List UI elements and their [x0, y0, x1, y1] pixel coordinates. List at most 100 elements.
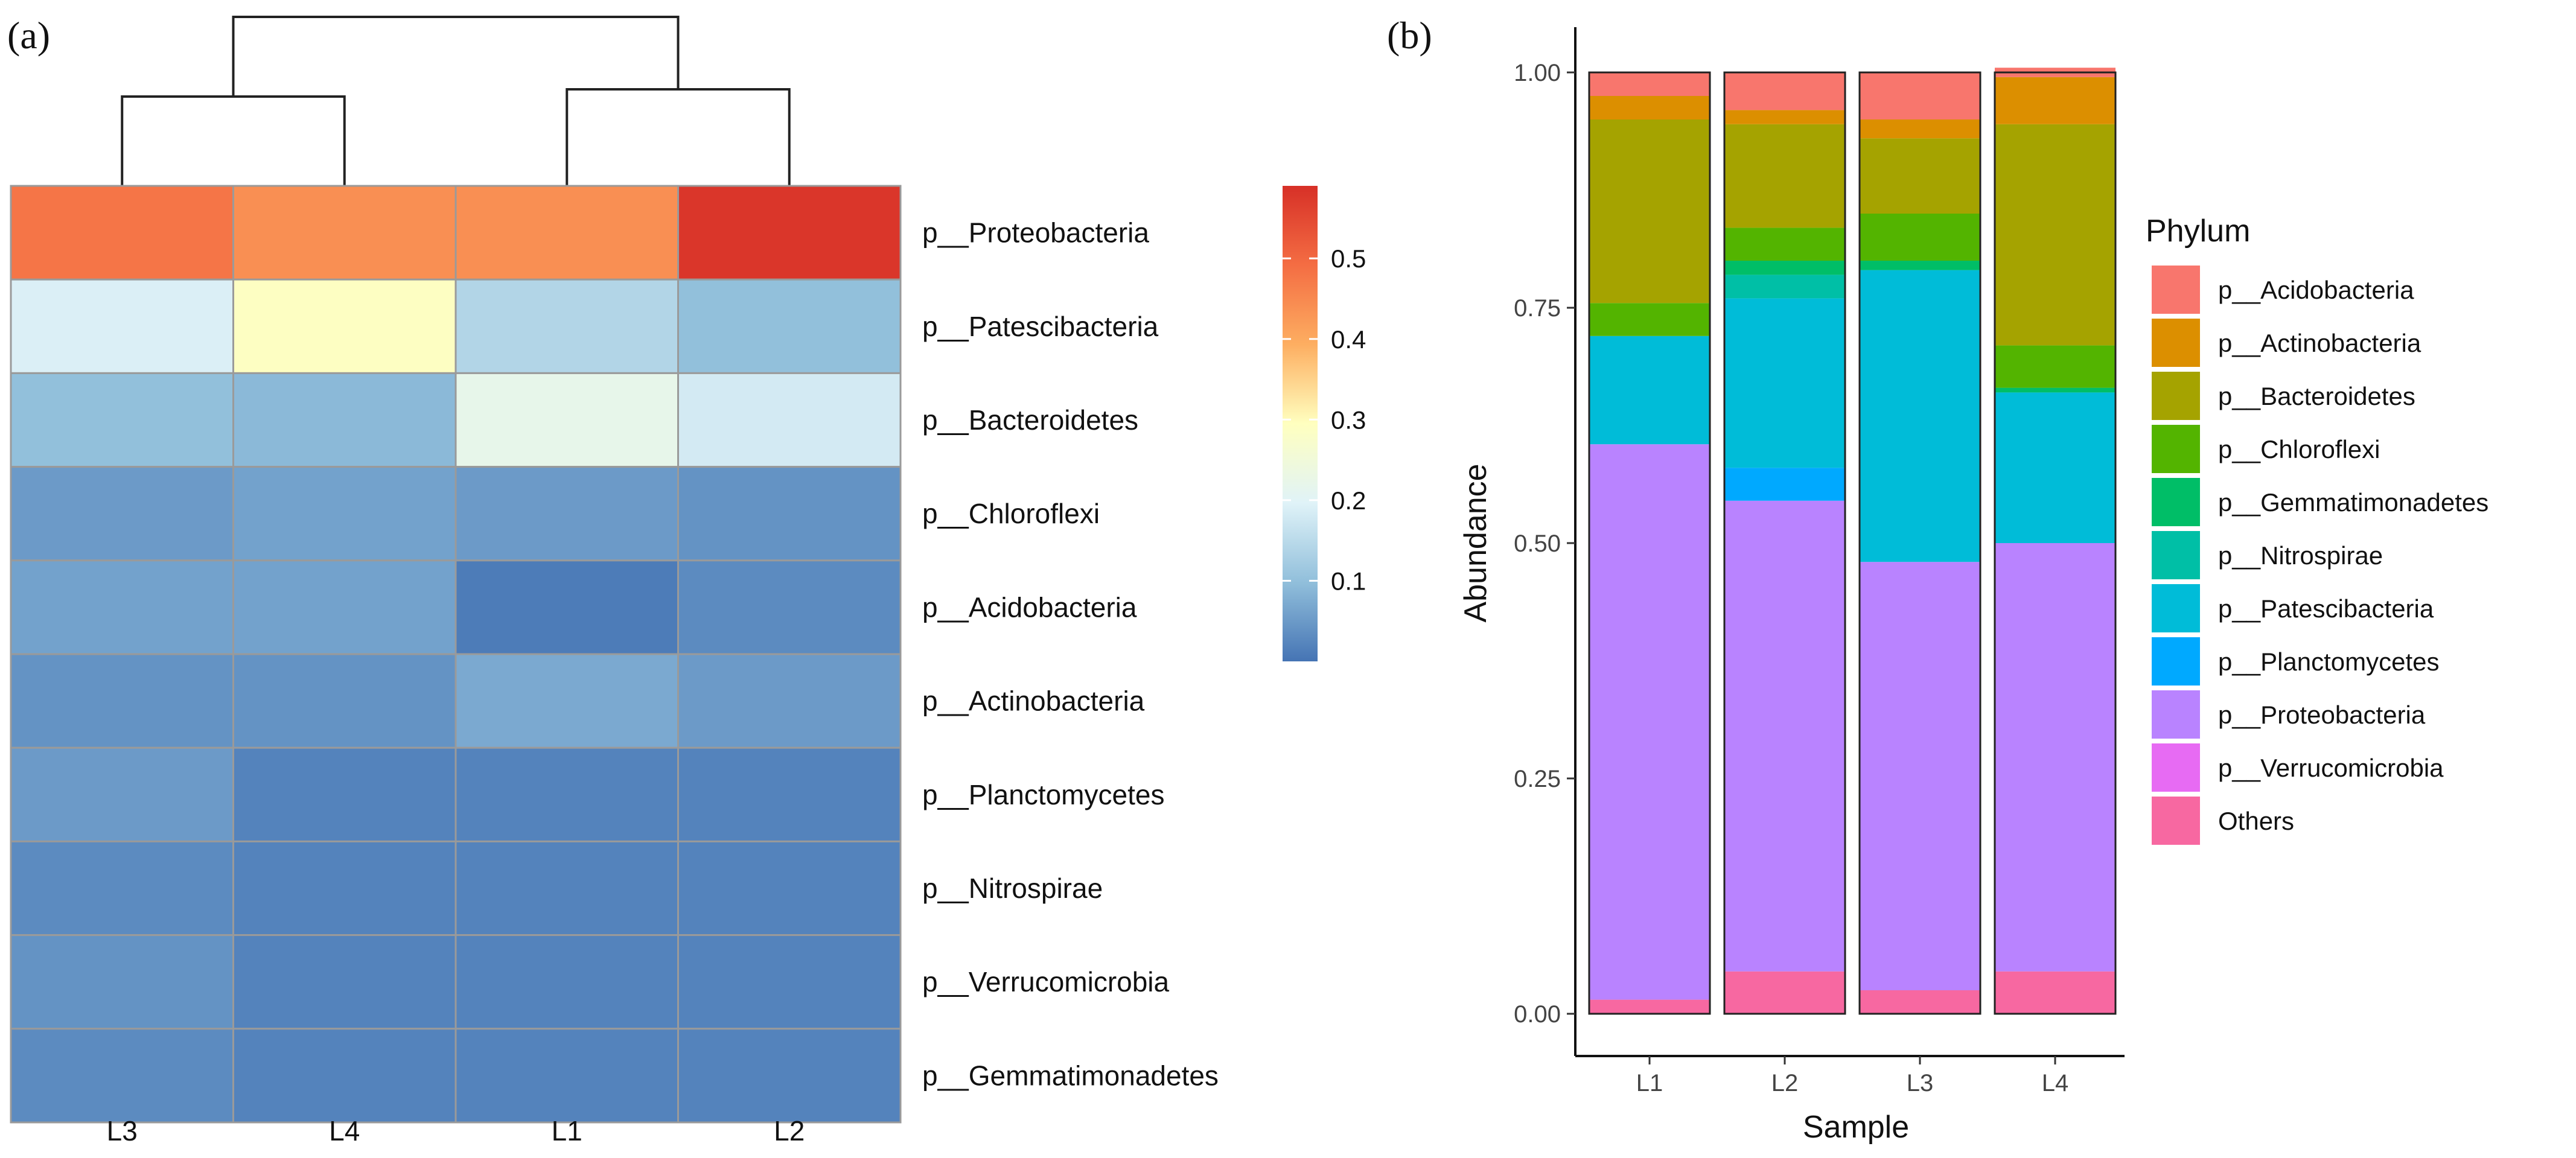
heatmap-cell — [677, 466, 902, 562]
heatmap-cell — [232, 372, 457, 468]
legend: Phylum p__Acidobacteria p__Actinobacteria… — [2146, 214, 2488, 845]
colorbar-ticks: 0.1 0.2 0.3 0.4 0.5 — [1283, 244, 1366, 595]
dendrogram — [121, 16, 791, 186]
heatmap-cell — [232, 559, 457, 655]
legend-swatch — [2152, 531, 2200, 579]
heatmap-cell — [232, 1028, 457, 1124]
heatmap-cell — [454, 278, 679, 374]
legend-swatch — [2152, 743, 2200, 792]
x-tick-label: L1 — [1636, 1070, 1663, 1096]
heatmap-cell — [232, 653, 457, 749]
heatmap-row-label: p__Patescibacteria — [922, 311, 1159, 342]
bar-segment — [1589, 72, 1710, 96]
heatmap-column-label: L3 — [107, 1115, 138, 1147]
bar-segment — [1589, 444, 1710, 1000]
legend-swatch — [2152, 584, 2200, 632]
heatmap-cell — [454, 746, 679, 842]
legend-swatch — [2152, 266, 2200, 314]
bar-segment — [1860, 261, 1980, 270]
legend-item-label: p__Chloroflexi — [2218, 435, 2380, 463]
bar-segment — [1860, 270, 1980, 562]
bar-segment — [1724, 500, 1845, 972]
legend-swatch — [2152, 478, 2200, 526]
heatmap-cell — [677, 934, 902, 1030]
heatmap-cell — [677, 559, 902, 655]
legend-item-label: p__Acidobacteria — [2218, 276, 2414, 304]
colorbar-tick-label: 0.3 — [1331, 406, 1366, 434]
heatmap-cell — [677, 1028, 902, 1124]
heatmap-row-label: p__Chloroflexi — [922, 498, 1100, 529]
heatmap-cell — [232, 466, 457, 562]
heatmap-cell — [454, 1028, 679, 1124]
legend-item-label: p__Proteobacteria — [2218, 701, 2426, 729]
bar-segment — [1724, 468, 1845, 501]
heatmap-row-label: p__Proteobacteria — [922, 217, 1149, 249]
bar-segment — [1860, 562, 1980, 990]
y-tick-label: 0.25 — [1514, 766, 1561, 792]
bar-outline — [1994, 71, 2117, 1015]
heatmap-row-label: p__Bacteroidetes — [922, 404, 1138, 436]
colorbar-tick-label: 0.1 — [1331, 567, 1366, 595]
heatmap-cell — [10, 185, 234, 281]
bar-segment — [1724, 72, 1845, 110]
legend-swatch — [2152, 372, 2200, 420]
heatmap-cell — [454, 185, 679, 281]
colorbar — [1283, 186, 1318, 661]
bar-segment — [1589, 303, 1710, 336]
bar-segment — [1860, 990, 1980, 1014]
y-tick-label: 0.75 — [1514, 295, 1561, 322]
panel-label-b: (b) — [1387, 14, 1432, 57]
bar-L2 — [1723, 71, 1846, 1015]
heatmap-row-labels: p__Proteobacteria p__Patescibacteria p__Ba… — [922, 217, 1219, 1092]
heatmap-cell — [677, 653, 902, 749]
heatmap-cell — [454, 653, 679, 749]
heatmap-column-labels: L3 L4 L1 L2 — [107, 1115, 805, 1147]
x-tick-label: L3 — [1907, 1070, 1934, 1096]
bar-outline — [1588, 71, 1711, 1015]
colorbar-tick-label: 0.2 — [1331, 486, 1366, 515]
x-tick-label: L2 — [1771, 1070, 1799, 1096]
bar-segment — [1724, 124, 1845, 228]
legend-item-label: Others — [2218, 807, 2294, 835]
heatmap-cell — [10, 934, 234, 1030]
y-tick-label: 0.00 — [1514, 1001, 1561, 1028]
bar-segment — [1995, 392, 2115, 543]
heatmap-cell — [10, 559, 234, 655]
heatmap-cell — [10, 466, 234, 562]
heatmap-cell — [677, 746, 902, 842]
heatmap-column-label: L2 — [774, 1115, 805, 1147]
bar-segment — [1589, 336, 1710, 445]
heatmap-cell — [677, 278, 902, 374]
legend-swatch — [2152, 797, 2200, 845]
heatmap-row-label: p__Planctomycetes — [922, 779, 1164, 810]
heatmap-cells — [10, 185, 902, 1124]
heatmap-cell — [232, 746, 457, 842]
legend-swatch — [2152, 319, 2200, 367]
bar-segment — [1860, 72, 1980, 119]
heatmap-cell — [677, 840, 902, 937]
heatmap-cell — [10, 1028, 234, 1124]
bar-segment — [1724, 298, 1845, 468]
bar-segment — [1995, 124, 2115, 346]
y-axis-title: Abundance — [1458, 463, 1493, 622]
heatmap-cell — [232, 840, 457, 937]
bar-segment — [1995, 543, 2115, 972]
heatmap-row-label: p__Verrucomicrobia — [922, 966, 1170, 997]
legend-swatch — [2152, 425, 2200, 473]
bar-L4 — [1994, 68, 2117, 1015]
heatmap-cell — [10, 372, 234, 468]
legend-item-label: p__Patescibacteria — [2218, 594, 2434, 623]
y-tick-label: 1.00 — [1514, 60, 1561, 86]
bar-segment — [1589, 119, 1710, 304]
heatmap-cell — [454, 559, 679, 655]
legend-title: Phylum — [2146, 214, 2250, 249]
heatmap-cell — [232, 934, 457, 1030]
bar-segment — [1860, 214, 1980, 261]
colorbar-tick-label: 0.5 — [1331, 244, 1366, 273]
x-axis-title: Sample — [1803, 1110, 1909, 1145]
legend-item-label: p__Actinobacteria — [2218, 329, 2421, 357]
heatmap-cell — [454, 466, 679, 562]
dendrogram-branch — [566, 88, 791, 186]
legend-item-label: p__Nitrospirae — [2218, 541, 2383, 570]
